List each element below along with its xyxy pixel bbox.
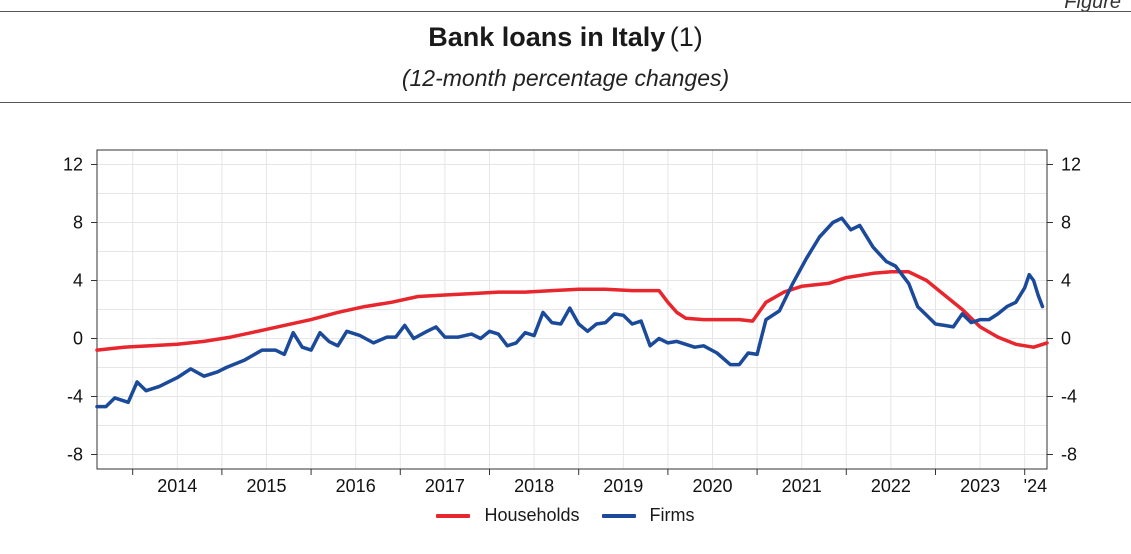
legend: Households Firms	[0, 505, 1131, 526]
chart-title: Bank loans in Italy (1)	[0, 22, 1131, 53]
chart-subtitle: (12-month percentage changes)	[401, 65, 730, 91]
plot-frame	[96, 149, 1048, 470]
y-tick-label-right: -8	[1061, 445, 1077, 465]
x-tick-label: '24	[1024, 476, 1047, 496]
legend-label-households: Households	[484, 505, 580, 525]
figure-corner-label: Figure	[1064, 0, 1121, 13]
legend-label-firms: Firms	[649, 505, 695, 525]
top-rule	[0, 11, 1131, 12]
legend-item-firms: Firms	[601, 505, 695, 526]
x-tick-label: 2016	[336, 476, 376, 496]
chart-title-note: (1)	[669, 22, 703, 52]
x-tick-label: 2021	[782, 476, 822, 496]
y-tick-label-left: 0	[73, 329, 83, 349]
x-tick-label: 2018	[514, 476, 554, 496]
x-tick-label: 2022	[871, 476, 911, 496]
y-tick-label-right: 4	[1061, 271, 1071, 291]
y-tick-label-left: -4	[67, 387, 83, 407]
y-tick-label-right: -4	[1061, 387, 1077, 407]
x-tick-label: 2023	[960, 476, 1000, 496]
y-tick-label-left: 4	[73, 271, 83, 291]
chart-title-main: Bank loans in Italy	[428, 22, 666, 52]
x-tick-label: 2015	[246, 476, 286, 496]
y-tick-label-left: 8	[73, 213, 83, 233]
y-tick-label-right: 0	[1061, 329, 1071, 349]
series-line-households	[95, 270, 1049, 352]
y-tick-label-left: -8	[67, 445, 83, 465]
x-tick-label: 2017	[425, 476, 465, 496]
header-rule	[0, 102, 1131, 103]
legend-item-households: Households	[436, 505, 580, 526]
y-tick-label-left: 12	[63, 155, 83, 175]
series-line-firms	[95, 216, 1045, 409]
legend-swatch-households	[436, 513, 471, 518]
y-tick-label-right: 12	[1061, 155, 1081, 175]
x-tick-label: 2020	[692, 476, 732, 496]
x-tick-label: 2014	[157, 476, 197, 496]
x-tick-label: 2019	[603, 476, 643, 496]
legend-swatch-firms	[601, 513, 636, 518]
y-tick-label-right: 8	[1061, 213, 1071, 233]
